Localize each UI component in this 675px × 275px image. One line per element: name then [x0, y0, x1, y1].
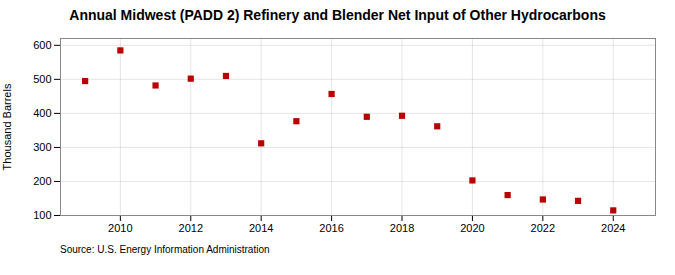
html-text:Annual Midwest (PADD 2) Refine: Annual Midwest (PADD 2) Refinery and Ble… [69, 7, 606, 23]
svg-text:2016: 2016 [319, 222, 343, 234]
svg-text:2014: 2014 [249, 222, 273, 234]
svg-text:600: 600 [33, 39, 51, 51]
svg-text:2020: 2020 [460, 222, 484, 234]
svg-text:2022: 2022 [531, 222, 555, 234]
svg-text:2024: 2024 [601, 222, 625, 234]
svg-text:500: 500 [33, 73, 51, 85]
svg-text:2018: 2018 [390, 222, 414, 234]
svg-text:200: 200 [33, 175, 51, 187]
svg-text:300: 300 [33, 141, 51, 153]
svg-text:400: 400 [33, 107, 51, 119]
svg-text:2010: 2010 [108, 222, 132, 234]
svg-text:2012: 2012 [179, 222, 203, 234]
html-text:Source: U.S. Energy Informatio: Source: U.S. Energy Information Administ… [60, 244, 270, 255]
svg-text:Thousand Barrels: Thousand Barrels [1, 83, 13, 170]
svg-text:100: 100 [33, 209, 51, 221]
